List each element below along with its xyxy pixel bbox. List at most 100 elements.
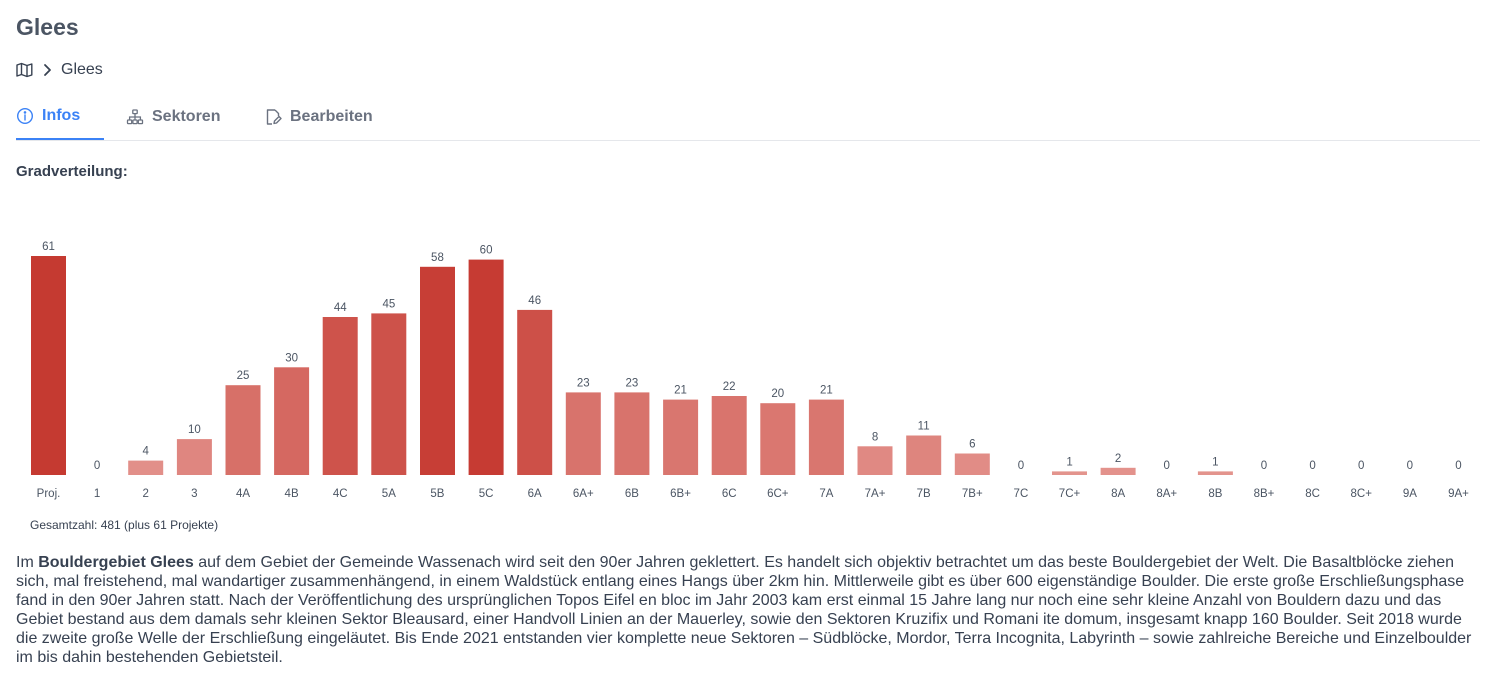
map-icon[interactable] xyxy=(16,62,33,78)
bar-2 xyxy=(128,460,164,475)
tick-label-8C: 8C xyxy=(1305,488,1320,500)
bar-8B xyxy=(1197,471,1233,475)
value-label-7C+: 1 xyxy=(1066,456,1072,468)
value-label-7A: 21 xyxy=(820,385,833,397)
value-label-6A+: 23 xyxy=(577,377,590,389)
value-label-4A: 25 xyxy=(237,370,250,382)
value-label-8B+: 0 xyxy=(1261,460,1267,472)
bar-Proj. xyxy=(31,256,66,475)
tick-label-Proj.: Proj. xyxy=(37,488,61,500)
value-label-5A: 45 xyxy=(382,298,395,310)
tick-label-8A: 8A xyxy=(1111,488,1125,500)
tab-bearbeiten[interactable]: Bearbeiten xyxy=(264,94,373,139)
tab-bar: Infos Sektoren Bearbeiten xyxy=(16,94,1480,141)
value-label-9A: 0 xyxy=(1407,460,1413,472)
value-label-6B+: 21 xyxy=(674,385,687,397)
tick-label-6C+: 6C+ xyxy=(767,488,789,500)
value-label-6C+: 20 xyxy=(771,388,784,400)
tick-label-6C: 6C xyxy=(722,488,737,500)
tick-label-7B: 7B xyxy=(917,488,931,500)
value-label-3: 10 xyxy=(188,424,201,436)
value-label-8C: 0 xyxy=(1309,460,1315,472)
bar-5C xyxy=(468,259,504,475)
tick-label-4A: 4A xyxy=(236,488,250,500)
bar-6B+ xyxy=(663,399,699,475)
value-label-9A+: 0 xyxy=(1455,460,1461,472)
tab-bearbeiten-label: Bearbeiten xyxy=(290,107,373,125)
tick-label-3: 3 xyxy=(191,488,197,500)
tick-label-4B: 4B xyxy=(285,488,299,500)
breadcrumb-current[interactable]: Glees xyxy=(61,61,103,78)
tick-label-1: 1 xyxy=(94,488,100,500)
tick-label-7C+: 7C+ xyxy=(1059,488,1081,500)
tick-label-8C+: 8C+ xyxy=(1351,488,1373,500)
bar-6C xyxy=(711,396,747,475)
tab-infos-label: Infos xyxy=(42,107,81,124)
description-body: auf dem Gebiet der Gemeinde Wassenach wi… xyxy=(16,554,1472,666)
breadcrumb: Glees xyxy=(16,60,103,80)
tick-label-7C: 7C xyxy=(1014,488,1029,500)
tick-label-5C: 5C xyxy=(479,488,494,500)
tick-label-9A+: 9A+ xyxy=(1448,488,1469,500)
tick-label-8B: 8B xyxy=(1208,488,1222,500)
bar-3 xyxy=(176,439,212,475)
value-label-Proj.: 61 xyxy=(42,241,55,253)
tick-label-6A: 6A xyxy=(528,488,542,500)
tab-infos[interactable]: Infos xyxy=(16,94,104,140)
bar-6C+ xyxy=(760,403,796,475)
value-label-8A+: 0 xyxy=(1164,460,1170,472)
total-count: Gesamtzahl: 481 (plus 61 Projekte) xyxy=(30,518,219,532)
value-label-6B: 23 xyxy=(626,377,639,389)
value-label-7B: 11 xyxy=(918,421,930,433)
bar-8A xyxy=(1100,467,1136,475)
value-label-4C: 44 xyxy=(334,302,347,314)
tick-label-7A: 7A xyxy=(819,488,833,500)
tick-label-4C: 4C xyxy=(333,488,348,500)
bar-7B+ xyxy=(954,453,990,475)
value-label-5C: 60 xyxy=(480,245,493,257)
value-label-5B: 58 xyxy=(431,252,444,264)
info-circle-icon xyxy=(16,107,34,125)
value-label-8B: 1 xyxy=(1212,456,1218,468)
bar-4A xyxy=(225,385,261,475)
tick-label-6B: 6B xyxy=(625,488,639,500)
page-title: Glees xyxy=(16,14,79,40)
tab-sektoren-label: Sektoren xyxy=(152,107,221,125)
description-area-name: Bouldergebiet Glees xyxy=(38,554,194,571)
bar-7A xyxy=(808,399,844,475)
bar-7A+ xyxy=(857,446,893,475)
edit-icon xyxy=(264,108,282,126)
bar-6B xyxy=(614,392,650,475)
tick-label-9A: 9A xyxy=(1403,488,1417,500)
tick-label-5B: 5B xyxy=(430,488,444,500)
bar-5B xyxy=(420,266,455,475)
value-label-8A: 2 xyxy=(1115,453,1121,465)
bar-4C xyxy=(322,317,358,475)
tick-label-8A+: 8A+ xyxy=(1156,488,1177,500)
bar-7B xyxy=(906,435,942,475)
value-label-7C: 0 xyxy=(1018,460,1024,472)
chevron-right-icon xyxy=(42,63,52,77)
bar-6A xyxy=(517,309,553,475)
tab-sektoren[interactable]: Sektoren xyxy=(126,94,220,139)
tick-label-7A+: 7A+ xyxy=(865,488,886,500)
value-label-2: 4 xyxy=(143,446,150,458)
tick-label-7B+: 7B+ xyxy=(962,488,983,500)
value-label-1: 0 xyxy=(94,460,100,472)
area-description: Im Bouldergebiet Glees auf dem Gebiet de… xyxy=(16,553,1478,667)
grade-distribution-heading: Gradverteilung: xyxy=(16,163,128,180)
tick-label-8B+: 8B+ xyxy=(1254,488,1275,500)
value-label-7B+: 6 xyxy=(969,438,975,450)
bar-4B xyxy=(274,367,310,475)
bar-6A+ xyxy=(565,392,601,475)
tick-label-6A+: 6A+ xyxy=(573,488,594,500)
value-label-4B: 30 xyxy=(285,352,298,364)
value-label-8C+: 0 xyxy=(1358,460,1364,472)
tick-label-6B+: 6B+ xyxy=(670,488,691,500)
bar-7C+ xyxy=(1052,471,1087,475)
value-label-6A: 46 xyxy=(528,295,541,307)
sitemap-icon xyxy=(126,108,144,126)
bar-5A xyxy=(371,313,407,475)
description-intro: Im xyxy=(16,554,39,571)
value-label-6C: 22 xyxy=(723,381,736,393)
